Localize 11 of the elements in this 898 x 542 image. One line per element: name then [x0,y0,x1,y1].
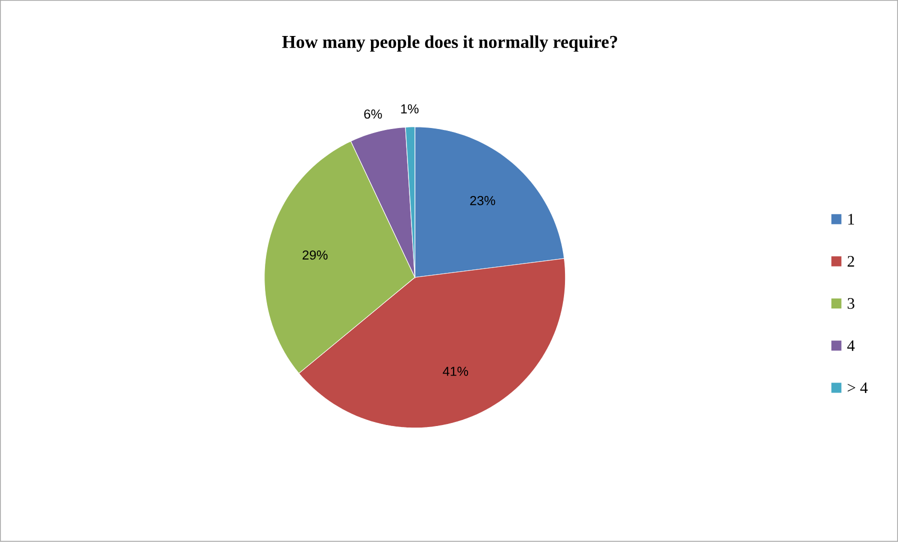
legend-label: 2 [848,256,854,267]
legend-label: 3 [848,298,854,309]
data-label: 1% [401,104,419,114]
data-label: 23% [470,196,496,206]
data-label: 6% [364,110,382,119]
data-label: 29% [302,250,328,260]
legend-label: 1 [848,214,854,225]
legend-label: 4 [847,340,855,352]
data-label: 41% [442,366,468,376]
legend-label: > 4 [848,382,868,394]
chart-title: How many people does it normally require? [282,35,618,52]
